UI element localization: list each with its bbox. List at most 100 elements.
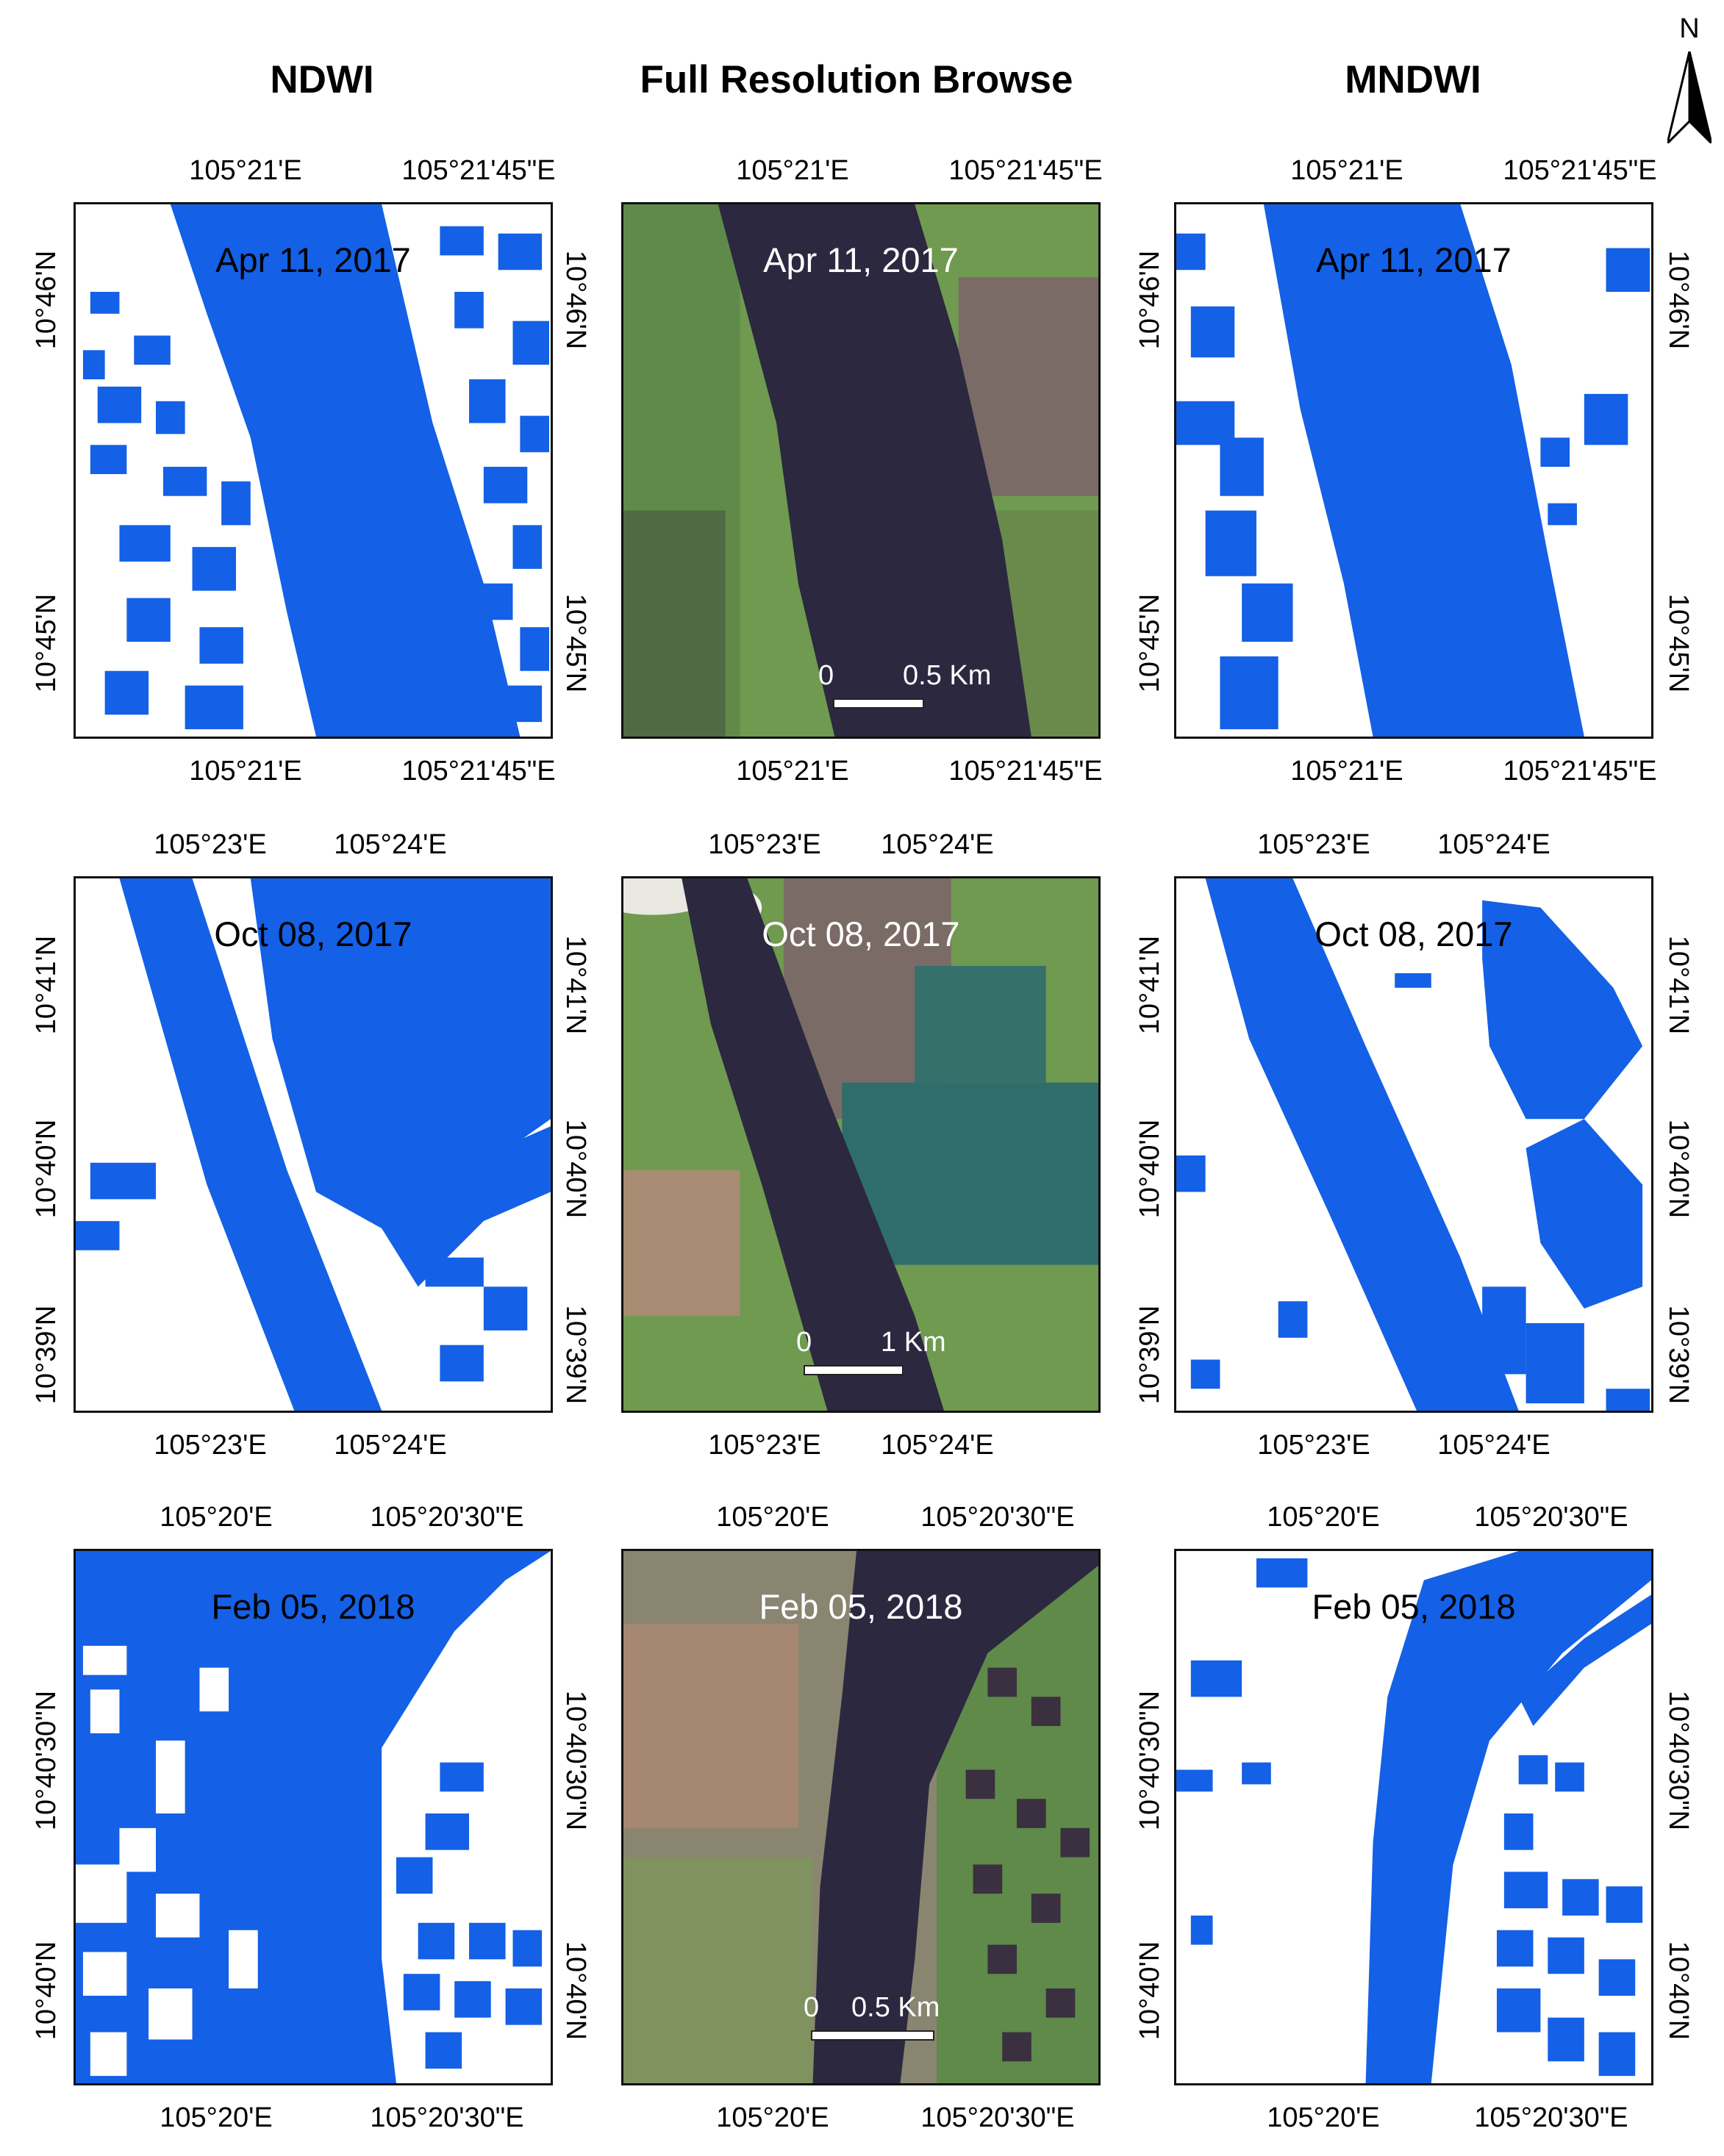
map-mndwi-row2: Oct 08, 2017 [1174, 876, 1653, 1413]
scale-bar-rect [833, 698, 924, 709]
lon-tick-bottom: 105°21'E [1290, 756, 1403, 787]
lon-tick-bottom: 105°24'E [334, 1430, 447, 1461]
lon-tick-top: 105°21'45"E [948, 155, 1103, 186]
lon-tick-bottom: 105°24'E [881, 1430, 994, 1461]
map-ndwi-row1: Apr 11, 2017 [74, 202, 553, 739]
lat-tick-left: 10°46'N [1134, 250, 1165, 350]
scale-end-label: 0.5 Km [903, 660, 992, 691]
map-ndwi-row2: Oct 08, 2017 [74, 876, 553, 1413]
lon-tick-bottom: 105°21'E [189, 756, 302, 787]
date-label: Feb 05, 2018 [211, 1587, 415, 1626]
lon-tick-top: 105°21'45"E [1503, 155, 1657, 186]
lon-tick-bottom: 105°20'30"E [1474, 2102, 1628, 2133]
lon-tick-bottom: 105°21'45"E [948, 756, 1103, 787]
lat-tick-right: 10°40'N [560, 1941, 591, 2041]
lat-tick-left: 10°39'N [31, 1305, 62, 1405]
lon-tick-bottom: 105°20'E [1267, 2102, 1380, 2133]
lat-tick-left: 10°40'N [31, 1941, 62, 2041]
lon-tick-top: 105°23'E [1257, 829, 1370, 860]
lat-tick-right: 10°41'N [1663, 935, 1694, 1035]
lat-tick-left: 10°45'N [31, 593, 62, 693]
lon-tick-bottom: 105°20'E [716, 2102, 829, 2133]
lon-tick-top: 105°20'E [1267, 1502, 1380, 1533]
lon-tick-bottom: 105°24'E [1437, 1430, 1550, 1461]
lat-tick-left: 10°46'N [31, 250, 62, 350]
scale-zero-label: 0 [818, 660, 834, 691]
lon-tick-bottom: 105°20'30"E [920, 2102, 1075, 2133]
map-mndwi-row3: Feb 05, 2018 [1174, 1549, 1653, 2085]
date-label: Oct 08, 2017 [762, 914, 960, 953]
date-label: Apr 11, 2017 [215, 240, 411, 279]
north-arrow-icon [1667, 51, 1712, 143]
date-label: Oct 08, 2017 [1315, 914, 1513, 953]
lat-tick-left: 10°40'N [31, 1119, 62, 1219]
lon-tick-bottom: 105°23'E [154, 1430, 267, 1461]
lon-tick-top: 105°21'45"E [401, 155, 556, 186]
lat-tick-right: 10°41'N [560, 935, 591, 1035]
map-ndwi-row3: Feb 05, 2018 [74, 1549, 553, 2085]
lat-tick-left: 10°40'N [1134, 1119, 1165, 1219]
lat-tick-right: 10°46'N [560, 250, 591, 350]
map-browse-row3: Feb 05, 2018 0 0.5 Km [621, 1549, 1101, 2085]
lat-tick-right: 10°46'N [1663, 250, 1694, 350]
lon-tick-top: 105°23'E [708, 829, 821, 860]
date-label: Oct 08, 2017 [214, 914, 412, 953]
lat-tick-right: 10°45'N [1663, 593, 1694, 693]
scale-bar-rect [811, 2030, 934, 2041]
lon-tick-top: 105°24'E [1437, 829, 1550, 860]
lat-tick-right: 10°40'30"N [560, 1690, 591, 1831]
lon-tick-top: 105°21'E [1290, 155, 1403, 186]
scale-bar: 0 1 Km [796, 1327, 946, 1400]
date-label: Feb 05, 2018 [1312, 1587, 1516, 1626]
lon-tick-top: 105°21'E [189, 155, 302, 186]
scale-bar-rect [804, 1365, 904, 1375]
lat-tick-right: 10°39'N [560, 1305, 591, 1405]
lat-tick-left: 10°41'N [31, 935, 62, 1035]
column-title-browse: Full Resolution Browse [640, 58, 1073, 101]
date-label: Apr 11, 2017 [763, 240, 959, 279]
scale-end-label: 0.5 Km [851, 1992, 940, 2023]
column-title-ndwi: NDWI [270, 58, 374, 101]
lat-tick-right: 10°40'N [1663, 1119, 1694, 1219]
lat-tick-right: 10°40'N [1663, 1941, 1694, 2041]
map-mndwi-row1: Apr 11, 2017 [1174, 202, 1653, 739]
lon-tick-bottom: 105°20'30"E [370, 2102, 524, 2133]
lat-tick-left: 10°41'N [1134, 935, 1165, 1035]
lon-tick-bottom: 105°21'45"E [1503, 756, 1657, 787]
lon-tick-top: 105°20'30"E [920, 1502, 1075, 1533]
lat-tick-right: 10°40'30"N [1663, 1690, 1694, 1831]
lon-tick-top: 105°20'30"E [1474, 1502, 1628, 1533]
lon-tick-bottom: 105°23'E [1257, 1430, 1370, 1461]
lon-tick-bottom: 105°20'E [160, 2102, 273, 2133]
north-arrow: N [1660, 13, 1719, 146]
lat-tick-left: 10°40'30"N [1134, 1690, 1165, 1831]
scale-zero-label: 0 [796, 1327, 812, 1358]
map-browse-row2: Oct 08, 2017 0 1 Km [621, 876, 1101, 1413]
scale-end-label: 1 Km [881, 1327, 946, 1358]
lon-tick-top: 105°20'30"E [370, 1502, 524, 1533]
scale-bar: 0 0.5 Km [818, 660, 991, 734]
lon-tick-top: 105°24'E [334, 829, 447, 860]
lon-tick-bottom: 105°23'E [708, 1430, 821, 1461]
lon-tick-top: 105°24'E [881, 829, 994, 860]
lon-tick-bottom: 105°21'45"E [401, 756, 556, 787]
scale-bar: 0 0.5 Km [804, 1992, 943, 2066]
north-label: N [1679, 13, 1700, 44]
lon-tick-top: 105°20'E [160, 1502, 273, 1533]
lon-tick-bottom: 105°21'E [736, 756, 849, 787]
lon-tick-top: 105°21'E [736, 155, 849, 186]
scale-zero-label: 0 [804, 1992, 820, 2023]
lat-tick-left: 10°45'N [1134, 593, 1165, 693]
lat-tick-right: 10°45'N [560, 593, 591, 693]
map-browse-row1: Apr 11, 2017 0 0.5 Km [621, 202, 1101, 739]
column-title-mndwi: MNDWI [1345, 58, 1481, 101]
lon-tick-top: 105°20'E [716, 1502, 829, 1533]
date-label: Feb 05, 2018 [759, 1587, 963, 1626]
lat-tick-right: 10°39'N [1663, 1305, 1694, 1405]
lat-tick-left: 10°40'N [1134, 1941, 1165, 2041]
date-label: Apr 11, 2017 [1316, 240, 1512, 279]
lat-tick-left: 10°39'N [1134, 1305, 1165, 1405]
lat-tick-right: 10°40'N [560, 1119, 591, 1219]
lon-tick-top: 105°23'E [154, 829, 267, 860]
lat-tick-left: 10°40'30"N [31, 1690, 62, 1831]
